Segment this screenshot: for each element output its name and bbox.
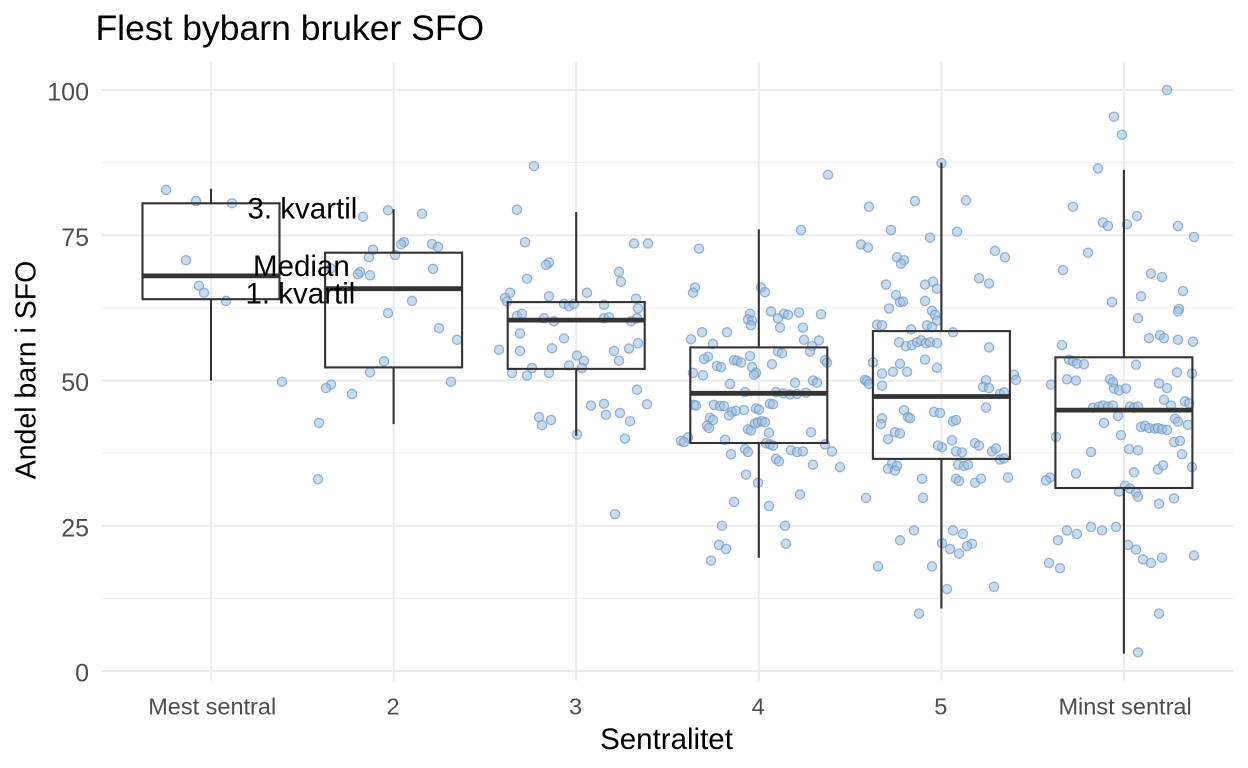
svg-text:3. kvartil: 3. kvartil (248, 193, 358, 226)
svg-text:Flest bybarn bruker SFO: Flest bybarn bruker SFO (96, 8, 485, 48)
svg-text:2: 2 (386, 693, 399, 719)
svg-text:5: 5 (934, 693, 947, 719)
svg-text:25: 25 (61, 514, 89, 542)
svg-text:3: 3 (569, 693, 582, 719)
svg-text:Minst sentral: Minst sentral (1058, 693, 1191, 719)
svg-text:Andel barn i SFO: Andel barn i SFO (11, 261, 43, 480)
svg-text:75: 75 (61, 224, 89, 252)
svg-text:50: 50 (61, 369, 89, 397)
svg-text:Mest sentral: Mest sentral (148, 693, 276, 719)
svg-text:0: 0 (75, 660, 89, 688)
svg-text:Sentralitet: Sentralitet (600, 723, 733, 756)
svg-text:100: 100 (47, 79, 89, 107)
svg-text:1. kvartil: 1. kvartil (246, 278, 356, 311)
svg-text:4: 4 (752, 693, 765, 719)
svg-text:Median: Median (253, 250, 350, 283)
